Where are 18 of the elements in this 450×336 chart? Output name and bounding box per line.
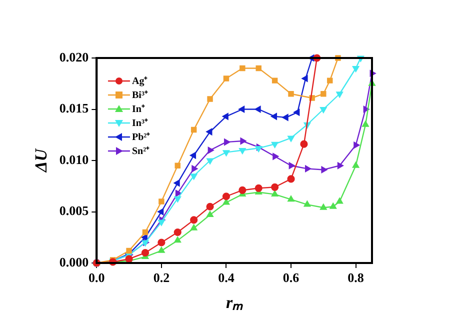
x-tick-label: 0.4 [218,270,235,286]
legend-label: Bi³⁺ [132,88,148,102]
y-tick-label: 0.020 [59,49,89,64]
legend-label: In³⁺ [132,116,148,130]
legend-label: Ag⁺ [132,74,148,88]
y-tick-label: 0.005 [59,203,90,218]
y-tick-label: 0.015 [59,100,90,116]
y-tick-label: 0.010 [59,152,89,167]
y-tick-label: 0.000 [59,254,89,270]
x-axis-title: rₘ [226,293,244,312]
x-tick-label: 0.2 [153,270,170,286]
legend-label: Pb²⁺ [132,130,150,144]
legend-label: In⁺ [132,102,144,116]
x-tick-label: 0.8 [348,270,364,286]
legend-label: Sn²⁺ [132,144,150,158]
x-tick-label: 0.0 [88,270,105,286]
y-axis-title: ΔU [32,148,51,173]
x-tick-label: 0.6 [282,270,300,286]
